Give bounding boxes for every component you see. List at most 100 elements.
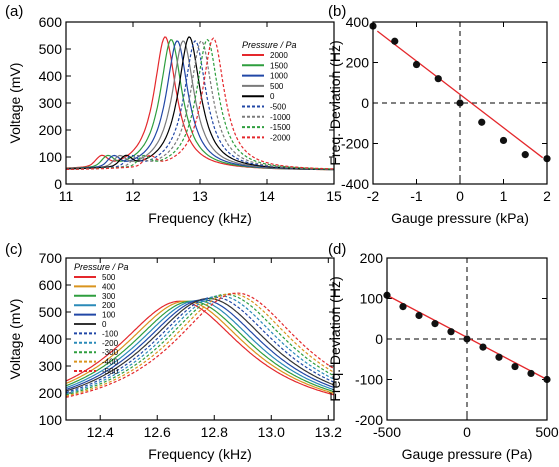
data-point — [495, 353, 503, 361]
series-line-1000 — [66, 40, 334, 171]
series-line-500 — [66, 40, 334, 171]
legend-label--2000: -2000 — [270, 133, 291, 142]
y-tick-label: 300 — [39, 358, 63, 374]
legend-label-2000: 2000 — [270, 51, 288, 60]
x-tick-label: 15 — [326, 188, 342, 204]
x-tick-label: 12 — [125, 188, 141, 204]
series-line-500 — [66, 300, 334, 396]
y-tick-label: -200 — [355, 412, 383, 428]
legend-label-0: 0 — [102, 320, 107, 329]
series-line-0 — [66, 36, 334, 170]
data-point — [463, 335, 471, 343]
x-axis-label: Gauge pressure (kPa) — [391, 210, 529, 226]
y-tick-label: 600 — [39, 14, 63, 30]
data-point — [511, 362, 519, 371]
legend-label--100: -100 — [102, 329, 119, 338]
x-tick-label: 1 — [500, 188, 508, 204]
x-tick-label: 0 — [463, 424, 471, 440]
series-line-0 — [66, 297, 334, 392]
series-line-300 — [66, 300, 334, 393]
y-tick-label: 0 — [361, 95, 369, 111]
y-tick-label: -200 — [341, 136, 369, 152]
x-tick-label: 500 — [535, 424, 559, 440]
legend-title: Pressure / Pa — [242, 40, 297, 50]
legend-label--500: -500 — [270, 103, 287, 112]
data-point — [431, 320, 439, 328]
panel-label: (a) — [5, 3, 23, 20]
y-tick-label: 200 — [360, 250, 384, 266]
series-line--400 — [66, 292, 334, 397]
x-tick-label: -2 — [367, 188, 380, 204]
y-tick-label: 500 — [39, 304, 63, 320]
plot-frame — [65, 257, 335, 421]
data-point — [478, 118, 486, 126]
y-tick-label: 500 — [39, 41, 63, 57]
legend-label--200: -200 — [102, 339, 119, 348]
series-line--1500 — [66, 38, 334, 170]
data-point — [434, 75, 442, 83]
panel-label: (c) — [5, 241, 23, 258]
data-point — [415, 311, 423, 320]
plot-frame — [372, 21, 548, 185]
x-axis-label: Gauge pressure (Pa) — [402, 446, 533, 462]
x-tick-label: 12.6 — [144, 424, 171, 440]
y-tick-label: 0 — [54, 176, 62, 192]
panel-label: (b) — [328, 3, 346, 20]
data-point — [412, 60, 421, 69]
y-tick-label: 200 — [346, 55, 370, 71]
data-point — [479, 343, 487, 351]
series-line--500 — [66, 40, 334, 170]
data-point — [447, 328, 455, 336]
series-line-200 — [66, 300, 334, 391]
y-tick-label: 100 — [39, 412, 63, 428]
legend-label-1000: 1000 — [270, 72, 288, 81]
series-line-1500 — [66, 39, 334, 171]
legend-label-500: 500 — [270, 82, 284, 91]
legend-label-400: 400 — [102, 282, 116, 291]
series-line--100 — [66, 296, 334, 393]
data-point — [499, 136, 508, 145]
x-axis-label: Frequency (kHz) — [148, 210, 251, 226]
legend-label--500: -500 — [102, 367, 119, 376]
legend-title: Pressure / Pa — [74, 262, 129, 272]
series-line--500 — [66, 292, 334, 398]
x-axis-label: Frequency (kHz) — [148, 446, 251, 462]
data-point — [521, 151, 529, 159]
y-tick-label: -400 — [341, 176, 369, 192]
legend-label-300: 300 — [102, 292, 116, 301]
y-tick-label: 400 — [39, 331, 63, 347]
y-axis-label: Voltage (mV) — [7, 299, 23, 380]
y-tick-label: 200 — [39, 122, 63, 138]
legend-label--300: -300 — [102, 348, 119, 357]
y-axis-label: Freq. Deviation (Hz) — [327, 276, 343, 401]
legend-label-500: 500 — [102, 273, 116, 282]
y-tick-label: 700 — [39, 250, 63, 266]
x-tick-label: 13 — [192, 188, 208, 204]
data-point — [399, 303, 407, 311]
y-tick-label: 400 — [39, 68, 63, 84]
x-tick-label: -1 — [410, 188, 423, 204]
data-point — [456, 99, 464, 107]
x-tick-label: 13.2 — [315, 424, 342, 440]
x-tick-label: 14 — [259, 188, 275, 204]
legend-label-1500: 1500 — [270, 61, 288, 70]
x-tick-label: -500 — [373, 424, 401, 440]
legend-label-200: 200 — [102, 301, 116, 310]
y-tick-label: 400 — [346, 14, 370, 30]
x-tick-label: 13.0 — [258, 424, 285, 440]
legend-label-100: 100 — [102, 311, 116, 320]
legend-label--1500: -1500 — [270, 123, 291, 132]
y-tick-label: -100 — [355, 372, 383, 388]
x-tick-label: 12.4 — [87, 424, 114, 440]
fit-line — [376, 30, 544, 159]
panel-label: (d) — [328, 241, 346, 258]
y-tick-label: 600 — [39, 277, 63, 293]
legend-label--400: -400 — [102, 358, 119, 367]
y-tick-label: 100 — [39, 149, 63, 165]
plot-frame — [65, 21, 335, 185]
data-point — [391, 37, 399, 45]
y-axis-label: Voltage (mV) — [7, 63, 23, 144]
series-line--200 — [66, 295, 334, 395]
legend-label--1000: -1000 — [270, 113, 291, 122]
